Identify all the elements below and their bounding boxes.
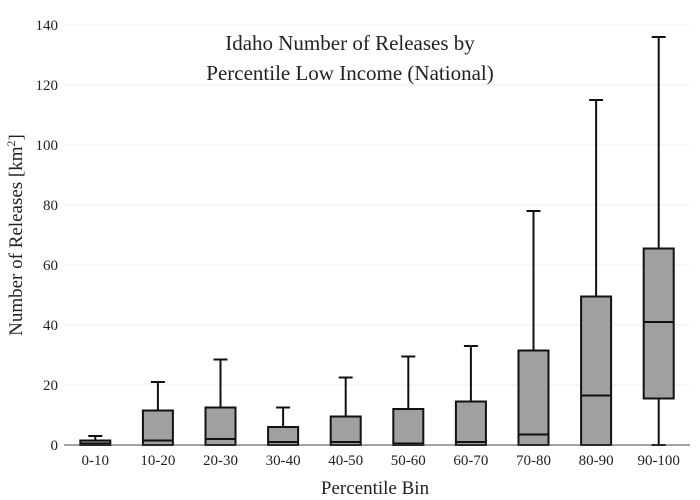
y-axis-label-main: Number of Releases [km [6,146,27,336]
x-tick-label-80-90: 80-90 [579,453,614,469]
y-axis-ticks: 0 20 40 60 80 100 120 140 [36,18,59,454]
box-10-20 [141,381,174,446]
x-tick-label-30-40: 30-40 [266,453,301,469]
y-tick-label-20: 20 [43,378,58,394]
box-rect-60-70 [454,400,487,446]
box-60-70 [454,345,487,446]
y-tick-label-60: 60 [43,258,58,274]
box-0-10 [79,435,112,446]
x-tick-label-20-30: 20-30 [203,453,238,469]
y-tick-label-140: 140 [36,18,59,34]
x-tick-label-40-50: 40-50 [328,453,363,469]
x-tick-label-70-80: 70-80 [516,453,551,469]
x-tick-label-60-70: 60-70 [453,453,488,469]
boxes [79,36,675,446]
box-rect-50-60 [392,408,425,446]
box-rect-80-90 [580,295,613,446]
y-tick-label-0: 0 [51,438,59,454]
y-axis-label-end: ] [6,134,27,140]
box-70-80 [517,210,550,446]
box-20-30 [204,358,237,446]
grid-lines [64,24,690,386]
box-50-60 [392,355,425,446]
box-30-40 [267,406,300,446]
box-40-50 [329,376,362,446]
x-axis-ticks: 0-10 10-20 20-30 30-40 40-50 50-60 60-70 70-80 8… [82,453,680,469]
box-80-90 [580,99,613,446]
y-tick-label-100: 100 [36,138,59,154]
box-rect-70-80 [517,349,550,446]
x-tick-label-90-100: 90-100 [637,453,680,469]
box-rect-10-20 [141,409,174,446]
y-axis-label: Number of Releases [km2] [4,134,27,336]
x-axis-label: Percentile Bin [321,478,430,499]
x-tick-label-50-60: 50-60 [391,453,426,469]
y-tick-label-80: 80 [43,198,58,214]
y-axis-label-superscript: 2 [4,140,18,146]
chart-title-line-2: Percentile Low Income (National) [206,61,493,85]
box-rect-40-50 [329,415,362,446]
x-tick-label-0-10: 0-10 [82,453,110,469]
y-tick-label-120: 120 [36,78,59,94]
y-tick-label-40: 40 [43,318,58,334]
box-rect-90-100 [642,247,675,400]
x-tick-label-10-20: 10-20 [140,453,175,469]
box-90-100 [642,36,675,446]
chart-title-line-1: Idaho Number of Releases by [225,31,475,55]
